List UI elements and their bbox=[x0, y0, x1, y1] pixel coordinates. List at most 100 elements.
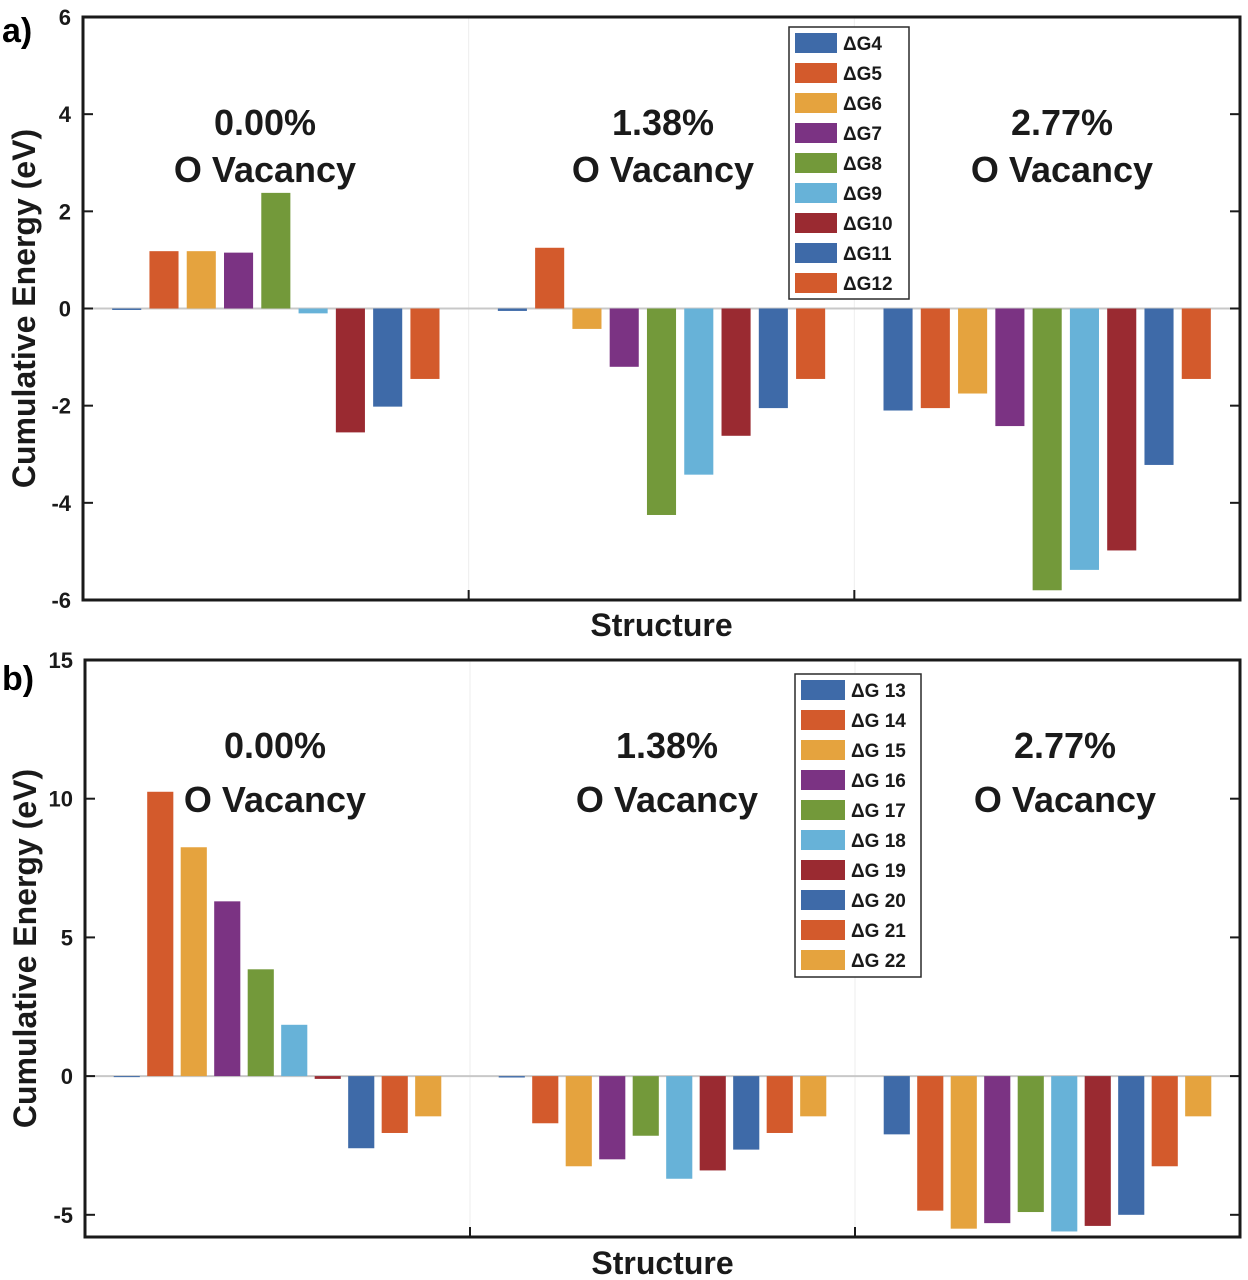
bar bbox=[984, 1076, 1011, 1224]
legend-label: ΔG 21 bbox=[851, 921, 906, 942]
legend-label: ΔG 15 bbox=[851, 741, 906, 762]
bar bbox=[599, 1076, 626, 1160]
legend-label: ΔG 19 bbox=[851, 861, 906, 882]
bar bbox=[666, 1076, 693, 1179]
legend-swatch bbox=[795, 93, 837, 113]
bar bbox=[1185, 1076, 1212, 1117]
bar bbox=[733, 1076, 760, 1150]
legend-swatch bbox=[801, 800, 845, 820]
bar bbox=[147, 791, 174, 1077]
bar bbox=[950, 1076, 977, 1229]
legend-swatch bbox=[801, 950, 845, 970]
bar bbox=[186, 251, 216, 309]
legend-label: ΔG9 bbox=[843, 184, 882, 205]
bar bbox=[766, 1076, 793, 1133]
bar bbox=[995, 308, 1025, 427]
legend-swatch bbox=[795, 213, 837, 233]
group-label-line1: 1.38% bbox=[616, 725, 718, 766]
legend-swatch bbox=[801, 830, 845, 850]
bar bbox=[1107, 308, 1137, 551]
legend-label: ΔG10 bbox=[843, 214, 893, 235]
bar bbox=[1144, 308, 1174, 465]
bar bbox=[1151, 1076, 1178, 1167]
group-label-line1: 0.00% bbox=[214, 102, 316, 143]
group-label-line1: 1.38% bbox=[612, 102, 714, 143]
panel-a: 6 4 2 0 -2 -4 -6 0.00% O Vacancy 1.38% O Vacancy 2.… bbox=[2, 5, 1242, 643]
bar bbox=[498, 1076, 525, 1078]
y-tick-label: 6 bbox=[59, 5, 71, 30]
legend-label: ΔG8 bbox=[843, 154, 882, 175]
legend-swatch bbox=[801, 740, 845, 760]
bar bbox=[314, 1076, 341, 1079]
bar bbox=[1051, 1076, 1078, 1232]
legend-swatch bbox=[801, 680, 845, 700]
legend-label: ΔG4 bbox=[843, 34, 882, 55]
x-axis-label: Structure bbox=[590, 607, 732, 643]
y-tick-label: -2 bbox=[51, 394, 71, 419]
bar bbox=[609, 308, 639, 367]
bar bbox=[180, 847, 207, 1077]
legend-swatch bbox=[801, 920, 845, 940]
panel-b: 15 10 5 0 -5 0.00% O Vacancy 1.38% O Vacancy 2.77… bbox=[2, 648, 1242, 1280]
bar bbox=[684, 308, 714, 475]
group-label-line2: O Vacancy bbox=[974, 779, 1156, 820]
legend-label: ΔG 20 bbox=[851, 891, 906, 912]
bar bbox=[1084, 1076, 1111, 1226]
legend: ΔG 13 ΔG 14 ΔG 15 ΔG 16 ΔG 17 ΔG 18 ΔG 19 ΔG 20… bbox=[794, 673, 922, 978]
legend-label: ΔG 17 bbox=[851, 801, 906, 822]
bar bbox=[883, 308, 913, 411]
y-tick-label: 0 bbox=[61, 1064, 73, 1089]
bar bbox=[224, 252, 254, 309]
bar bbox=[646, 308, 677, 515]
plot-frame bbox=[83, 658, 1242, 1239]
legend: ΔG4 ΔG5 ΔG6 ΔG7 ΔG8 ΔG9 ΔG10 ΔG11 ΔG12 bbox=[788, 26, 910, 300]
y-tick-label: 15 bbox=[49, 648, 73, 673]
bar bbox=[247, 969, 274, 1077]
legend-swatch bbox=[801, 710, 845, 730]
y-tick-label: 2 bbox=[59, 199, 71, 224]
y-axis-label: Cumulative Energy (eV) bbox=[7, 769, 43, 1128]
bar bbox=[335, 308, 365, 433]
bar bbox=[298, 308, 328, 314]
legend-swatch bbox=[795, 183, 837, 203]
bar bbox=[214, 901, 241, 1077]
bar bbox=[632, 1076, 659, 1136]
bar bbox=[113, 1076, 140, 1078]
group-label-line1: 0.00% bbox=[224, 725, 326, 766]
bar bbox=[758, 308, 788, 409]
bar bbox=[373, 308, 403, 407]
y-tick-label: -6 bbox=[51, 588, 71, 613]
legend-swatch bbox=[795, 273, 837, 293]
bar bbox=[281, 1024, 308, 1077]
bar bbox=[532, 1076, 559, 1124]
bar bbox=[535, 247, 565, 309]
legend-swatch bbox=[795, 63, 837, 83]
group-label-line1: 2.77% bbox=[1011, 102, 1113, 143]
bar bbox=[1069, 308, 1099, 570]
legend-label: ΔG 18 bbox=[851, 831, 906, 852]
group-label-line2: O Vacancy bbox=[572, 149, 754, 190]
legend-label: ΔG12 bbox=[843, 274, 893, 295]
legend-swatch bbox=[795, 243, 837, 263]
y-tick-label: 0 bbox=[59, 297, 71, 322]
legend-label: ΔG 22 bbox=[851, 951, 906, 972]
legend-swatch bbox=[801, 890, 845, 910]
group-label-line1: 2.77% bbox=[1014, 725, 1116, 766]
legend-label: ΔG7 bbox=[843, 124, 882, 145]
y-tick-label: -5 bbox=[53, 1203, 73, 1228]
legend-swatch bbox=[795, 33, 837, 53]
group-label-line2: O Vacancy bbox=[576, 779, 758, 820]
legend-label: ΔG6 bbox=[843, 94, 882, 115]
group-label-line2: O Vacancy bbox=[971, 149, 1153, 190]
bar bbox=[800, 1076, 827, 1117]
bar bbox=[572, 308, 602, 329]
legend-label: ΔG 14 bbox=[851, 711, 906, 732]
x-axis-label: Structure bbox=[591, 1245, 733, 1280]
bar bbox=[112, 308, 142, 310]
y-tick-label: 5 bbox=[61, 925, 73, 950]
legend-swatch bbox=[795, 123, 837, 143]
bar bbox=[410, 308, 440, 379]
panel-label: a) bbox=[2, 12, 32, 50]
legend-swatch bbox=[795, 153, 837, 173]
bar bbox=[348, 1076, 375, 1149]
